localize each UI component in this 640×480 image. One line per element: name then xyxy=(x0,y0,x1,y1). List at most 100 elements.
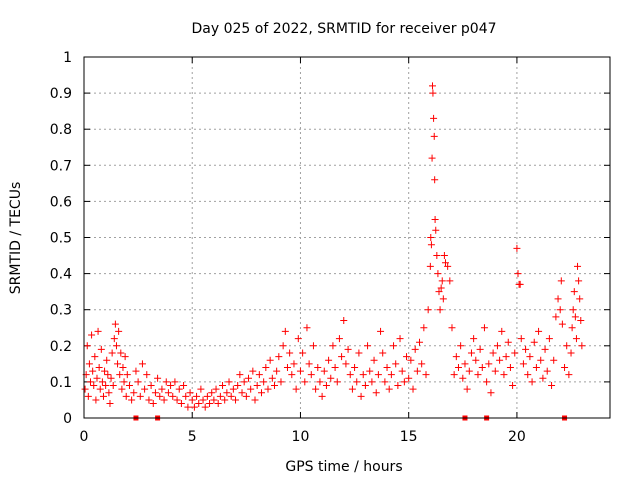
data-points xyxy=(81,82,586,411)
data-point xyxy=(247,385,255,393)
data-point xyxy=(253,382,261,390)
data-point xyxy=(257,389,265,397)
data-point xyxy=(407,356,415,364)
data-point xyxy=(212,385,220,393)
data-point xyxy=(167,382,175,390)
data-point xyxy=(312,385,320,393)
data-point xyxy=(288,371,296,379)
data-point xyxy=(188,396,196,404)
data-point xyxy=(81,385,89,393)
data-point xyxy=(398,367,406,375)
data-point xyxy=(314,363,322,371)
y-tick-label: 0.9 xyxy=(50,86,72,102)
y-tick-label: 0.5 xyxy=(50,231,72,247)
data-point xyxy=(543,367,551,375)
data-point xyxy=(411,345,419,353)
data-point xyxy=(121,353,129,361)
data-point xyxy=(251,396,259,404)
data-point xyxy=(427,241,435,249)
data-point xyxy=(439,295,447,303)
data-point xyxy=(532,363,540,371)
data-point xyxy=(444,262,452,270)
data-point xyxy=(229,385,237,393)
data-point xyxy=(255,371,263,379)
data-point xyxy=(574,262,582,270)
data-point xyxy=(151,389,159,397)
data-point xyxy=(266,356,274,364)
data-point xyxy=(431,176,439,184)
data-point xyxy=(264,385,272,393)
data-point xyxy=(160,396,168,404)
data-point xyxy=(111,320,119,328)
data-point xyxy=(446,277,454,285)
data-point xyxy=(279,342,287,350)
data-point xyxy=(483,378,491,386)
data-point xyxy=(307,371,315,379)
data-point xyxy=(117,349,125,357)
data-point xyxy=(405,374,413,382)
data-point xyxy=(537,356,545,364)
data-point xyxy=(232,396,240,404)
data-point xyxy=(498,327,506,335)
data-point xyxy=(114,360,122,368)
data-point xyxy=(106,400,114,408)
data-point xyxy=(322,382,330,390)
data-point xyxy=(500,371,508,379)
y-axis-label: SRMTID / TECUs xyxy=(8,182,24,295)
data-point xyxy=(441,259,449,267)
data-point xyxy=(485,360,493,368)
data-point xyxy=(331,363,339,371)
data-point xyxy=(99,392,107,400)
data-point xyxy=(177,400,185,408)
data-point xyxy=(372,389,380,397)
data-point xyxy=(96,385,104,393)
data-point xyxy=(249,367,257,375)
data-point xyxy=(138,360,146,368)
data-point xyxy=(108,349,116,357)
data-point xyxy=(545,335,553,343)
data-point xyxy=(569,306,577,314)
data-point xyxy=(184,403,192,411)
data-point xyxy=(154,374,162,382)
data-point xyxy=(107,374,115,382)
data-point xyxy=(474,371,482,379)
data-point xyxy=(128,396,136,404)
data-point xyxy=(346,371,354,379)
data-point xyxy=(550,356,558,364)
data-point xyxy=(145,396,153,404)
data-point xyxy=(514,270,522,278)
data-point xyxy=(92,396,100,404)
data-point xyxy=(338,353,346,361)
data-point xyxy=(147,382,155,390)
chart-title: Day 025 of 2022, SRMTID for receiver p04… xyxy=(191,21,496,37)
data-point xyxy=(83,342,91,350)
data-point xyxy=(394,382,402,390)
data-point xyxy=(123,371,131,379)
data-point xyxy=(335,335,343,343)
data-point xyxy=(116,371,124,379)
x-tick-label: 10 xyxy=(292,429,310,445)
data-point xyxy=(115,327,123,335)
data-point xyxy=(396,335,404,343)
data-point xyxy=(528,378,536,386)
data-point xyxy=(156,392,164,400)
data-point xyxy=(173,396,181,404)
y-tick-label: 0.1 xyxy=(50,375,72,391)
data-point xyxy=(370,356,378,364)
data-point xyxy=(93,374,101,382)
data-point xyxy=(309,342,317,350)
data-point xyxy=(440,252,448,260)
data-point xyxy=(122,392,130,400)
data-point xyxy=(238,389,246,397)
data-point xyxy=(422,371,430,379)
data-point xyxy=(210,396,218,404)
data-point xyxy=(509,382,517,390)
x-tick-label: 5 xyxy=(188,429,197,445)
data-point xyxy=(563,342,571,350)
data-point xyxy=(383,363,391,371)
data-point xyxy=(292,385,300,393)
data-point xyxy=(340,317,348,325)
data-point xyxy=(390,342,398,350)
data-point xyxy=(504,338,512,346)
